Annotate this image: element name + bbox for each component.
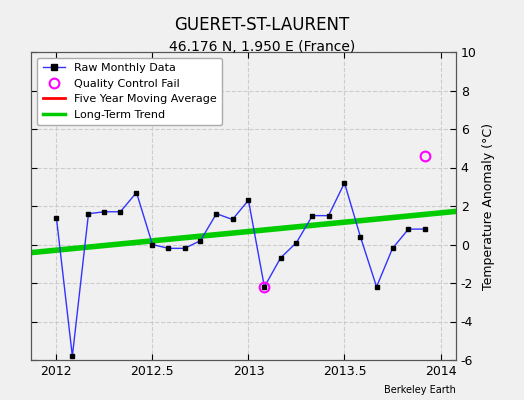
Text: GUERET-ST-LAURENT: GUERET-ST-LAURENT xyxy=(174,16,350,34)
Legend: Raw Monthly Data, Quality Control Fail, Five Year Moving Average, Long-Term Tren: Raw Monthly Data, Quality Control Fail, … xyxy=(37,58,222,125)
Text: Berkeley Earth: Berkeley Earth xyxy=(384,385,456,395)
Text: 46.176 N, 1.950 E (France): 46.176 N, 1.950 E (France) xyxy=(169,40,355,54)
Y-axis label: Temperature Anomaly (°C): Temperature Anomaly (°C) xyxy=(482,122,495,290)
